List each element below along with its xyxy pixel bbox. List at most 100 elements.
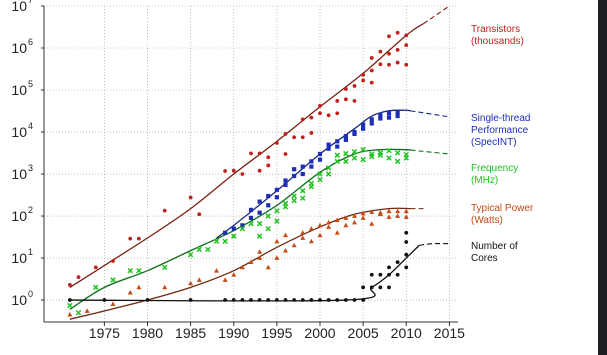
x-tick-label-6: 2005 xyxy=(348,325,379,341)
frequency-point-45 xyxy=(386,147,392,154)
typical-power-point-24 xyxy=(308,226,314,231)
single-thread-point-16 xyxy=(300,171,305,177)
x-tick-label-7: 2010 xyxy=(391,325,422,341)
y-tick-base-1: 10 xyxy=(11,40,27,56)
cores-legend-line-1: Cores xyxy=(471,253,498,264)
typical-power-point-31 xyxy=(343,215,349,220)
single-thread-point-38 xyxy=(395,113,400,119)
typical-power-point-23 xyxy=(308,238,314,244)
typical-power-point-18 xyxy=(283,248,288,253)
frequency-point-19 xyxy=(274,208,280,214)
transistors-point-29 xyxy=(335,111,340,116)
transistors-point-7 xyxy=(188,195,193,200)
typical-power-point-14 xyxy=(257,249,263,254)
y-tick-exp-1: 6 xyxy=(28,37,33,47)
transistors-point-46 xyxy=(395,60,400,65)
transistors-point-47 xyxy=(404,43,409,48)
cores-point-7 xyxy=(249,298,253,302)
cores-point-33 xyxy=(404,240,409,244)
transistors-points xyxy=(67,30,409,287)
typical-power-point-8 xyxy=(214,268,219,273)
frequency-point-12 xyxy=(231,233,237,239)
cores-point-2 xyxy=(145,298,150,302)
single-thread-point-36 xyxy=(386,115,392,120)
frequency-points xyxy=(67,146,409,316)
y-tick-label-1: 10 6 xyxy=(11,37,33,56)
y-tick-label-5: 10 2 xyxy=(11,205,33,224)
single-thread-point-2 xyxy=(240,223,245,228)
single-thread-point-25 xyxy=(343,133,348,139)
frequency-point-11 xyxy=(222,238,228,245)
transistors-point-43 xyxy=(387,34,391,39)
typical-power-point-36 xyxy=(360,215,366,220)
transistors-point-17 xyxy=(274,141,279,145)
cores-point-27 xyxy=(387,285,391,290)
transistors-point-44 xyxy=(395,48,400,52)
single-thread-point-23 xyxy=(335,139,340,144)
single-thread-point-26 xyxy=(343,137,348,142)
transistors-point-12 xyxy=(249,151,253,156)
frequency-point-5 xyxy=(136,267,142,274)
transistors-point-4 xyxy=(128,236,133,241)
single-thread-point-4 xyxy=(248,207,254,212)
transistors-point-5 xyxy=(136,236,141,241)
y-tick-base-7: 10 xyxy=(11,292,27,308)
transistors-point-37 xyxy=(369,80,374,85)
single-thread-point-8 xyxy=(266,203,271,208)
single-thread-point-3 xyxy=(248,215,254,221)
cores-point-20 xyxy=(361,285,366,290)
frequency-point-13 xyxy=(239,225,246,232)
typical-power-point-45 xyxy=(403,208,409,214)
single-thread-point-30 xyxy=(361,122,366,127)
typical-power-point-20 xyxy=(291,242,297,248)
y-tick-base-2: 10 xyxy=(11,82,27,98)
y-tick-exp-6: 1 xyxy=(28,247,33,257)
frequency-point-1 xyxy=(75,309,82,316)
single-thread-point-33 xyxy=(378,116,383,121)
single-thread-point-15 xyxy=(300,164,305,169)
cores-point-11 xyxy=(283,298,288,302)
data-points xyxy=(67,30,409,317)
transistors-point-20 xyxy=(292,135,297,140)
frequency-trend-projection xyxy=(410,149,450,155)
cores-point-24 xyxy=(378,285,383,290)
transistors-point-11 xyxy=(240,172,245,176)
frequency-point-18 xyxy=(265,225,271,232)
typical-power-legend-line-0: Typical Power xyxy=(471,203,534,214)
cores-points xyxy=(67,230,409,302)
frequency-point-22 xyxy=(282,200,289,207)
frequency-point-15 xyxy=(256,220,263,227)
single-thread-point-21 xyxy=(326,146,331,151)
y-tick-base-5: 10 xyxy=(11,208,27,224)
typical-power-point-43 xyxy=(395,213,401,218)
single-thread-point-9 xyxy=(274,187,279,192)
transistors-point-21 xyxy=(300,135,305,140)
typical-power-point-28 xyxy=(326,219,332,225)
y-tick-label-3: 10 4 xyxy=(11,121,33,140)
transistors-point-34 xyxy=(361,72,366,77)
frequency-point-37 xyxy=(351,148,358,155)
single-thread-point-19 xyxy=(317,151,323,157)
transistors-point-19 xyxy=(283,132,288,136)
typical-power-point-12 xyxy=(248,259,254,265)
single-thread-point-0 xyxy=(223,230,228,235)
frequency-point-17 xyxy=(265,213,271,219)
frequency-point-48 xyxy=(394,158,401,165)
transistors-point-18 xyxy=(283,152,288,156)
typical-power-legend-line-1: (Watts) xyxy=(471,215,503,226)
frequency-point-29 xyxy=(317,176,323,183)
frequency-point-31 xyxy=(325,165,332,171)
typical-power-point-33 xyxy=(352,213,357,218)
frequency-point-46 xyxy=(386,155,392,161)
frequency-trend-line xyxy=(69,148,411,310)
frequency-point-44 xyxy=(377,152,384,158)
single-thread-point-24 xyxy=(335,144,340,149)
cores-point-14 xyxy=(309,298,314,302)
frequency-point-4 xyxy=(127,267,133,274)
y-tick-exp-7: 0 xyxy=(28,289,33,299)
y-tick-exp-4: 3 xyxy=(28,163,33,173)
frequency-point-23 xyxy=(291,197,297,204)
y-tick-label-0: 10 7 xyxy=(11,0,33,14)
